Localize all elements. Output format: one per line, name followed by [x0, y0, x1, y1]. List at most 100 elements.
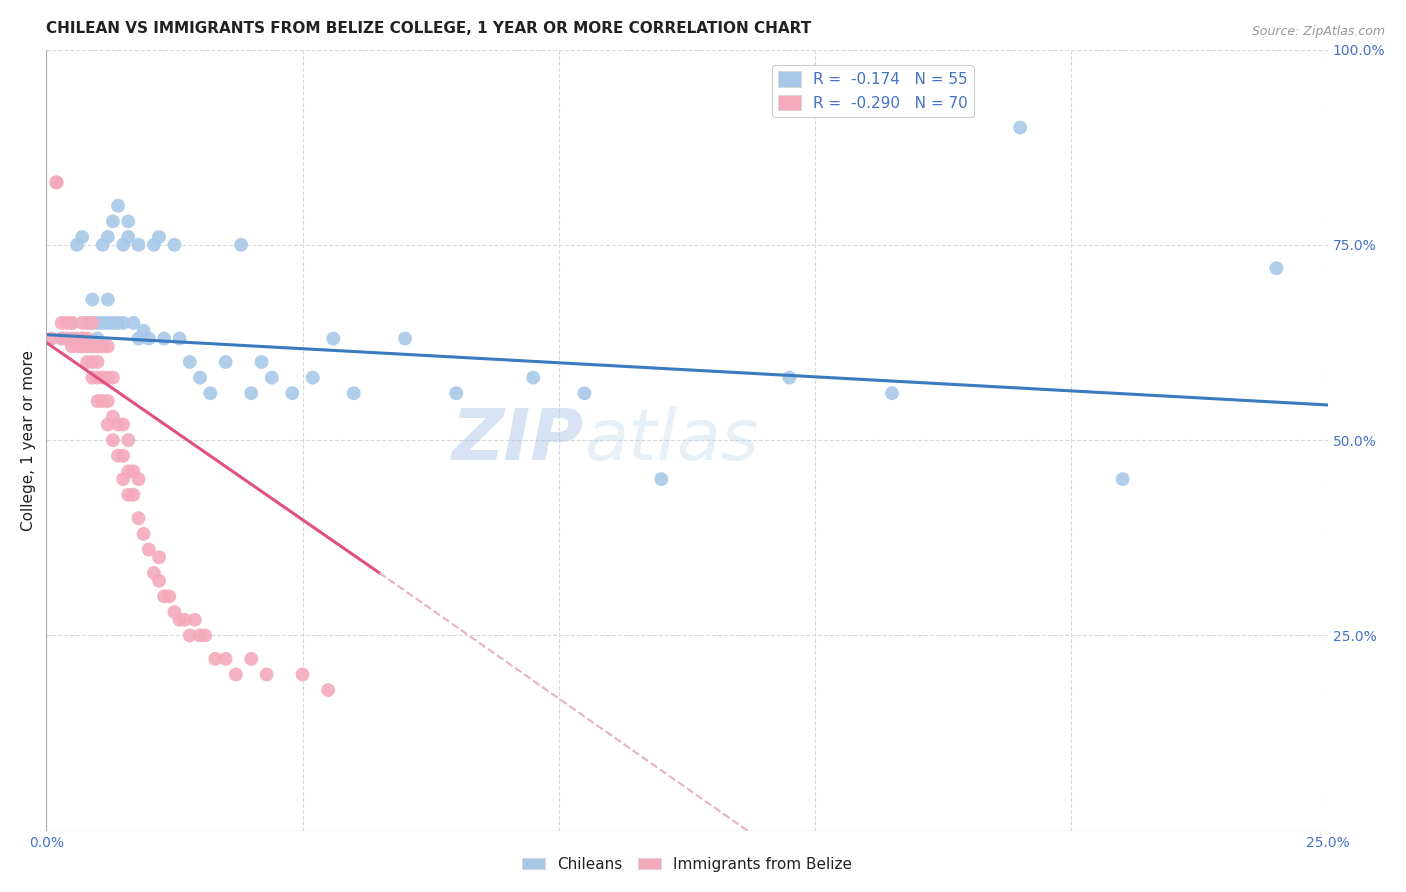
Point	[76, 332, 98, 346]
Point	[194, 628, 217, 642]
Point	[240, 386, 263, 401]
Point	[142, 237, 165, 252]
Point	[70, 316, 93, 330]
Point	[91, 237, 114, 252]
Point	[101, 370, 124, 384]
Point	[101, 433, 124, 447]
Point	[163, 605, 186, 619]
Point	[60, 332, 83, 346]
Point	[153, 332, 176, 346]
Point	[112, 237, 135, 252]
Point	[41, 332, 63, 346]
Point	[117, 488, 139, 502]
Point	[301, 370, 323, 384]
Point	[256, 667, 278, 681]
Point	[880, 386, 903, 401]
Point	[66, 237, 89, 252]
Point	[51, 316, 73, 330]
Point	[82, 316, 104, 330]
Point	[70, 339, 93, 353]
Point	[60, 339, 83, 353]
Point	[66, 332, 89, 346]
Text: CHILEAN VS IMMIGRANTS FROM BELIZE COLLEGE, 1 YEAR OR MORE CORRELATION CHART: CHILEAN VS IMMIGRANTS FROM BELIZE COLLEG…	[46, 21, 811, 36]
Point	[76, 339, 98, 353]
Point	[86, 339, 108, 353]
Point	[229, 237, 252, 252]
Point	[60, 316, 83, 330]
Point	[169, 613, 191, 627]
Point	[86, 316, 108, 330]
Point	[240, 652, 263, 666]
Point	[260, 370, 283, 384]
Text: Source: ZipAtlas.com: Source: ZipAtlas.com	[1251, 25, 1385, 38]
Point	[128, 237, 150, 252]
Point	[132, 324, 155, 338]
Point	[138, 332, 160, 346]
Point	[86, 355, 108, 369]
Point	[132, 526, 155, 541]
Point	[169, 332, 191, 346]
Point	[163, 237, 186, 252]
Point	[1010, 120, 1032, 135]
Point	[76, 316, 98, 330]
Point	[650, 472, 672, 486]
Point	[281, 386, 304, 401]
Point	[107, 316, 129, 330]
Point	[148, 230, 170, 244]
Point	[70, 332, 93, 346]
Point	[138, 542, 160, 557]
Point	[574, 386, 596, 401]
Point	[214, 652, 236, 666]
Point	[184, 613, 207, 627]
Point	[45, 175, 67, 189]
Point	[70, 230, 93, 244]
Point	[86, 394, 108, 409]
Point	[322, 332, 344, 346]
Point	[55, 332, 77, 346]
Point	[112, 449, 135, 463]
Point	[97, 370, 120, 384]
Point	[107, 417, 129, 432]
Point	[117, 433, 139, 447]
Point	[179, 355, 201, 369]
Point	[82, 355, 104, 369]
Point	[97, 394, 120, 409]
Point	[522, 370, 544, 384]
Point	[112, 417, 135, 432]
Point	[97, 293, 120, 307]
Point	[97, 316, 120, 330]
Y-axis label: College, 1 year or more: College, 1 year or more	[21, 350, 35, 531]
Point	[82, 370, 104, 384]
Point	[91, 339, 114, 353]
Point	[117, 214, 139, 228]
Point	[101, 316, 124, 330]
Point	[101, 409, 124, 424]
Point	[291, 667, 314, 681]
Point	[128, 472, 150, 486]
Point	[82, 293, 104, 307]
Point	[112, 472, 135, 486]
Point	[97, 417, 120, 432]
Point	[122, 488, 145, 502]
Point	[86, 370, 108, 384]
Point	[128, 511, 150, 525]
Point	[91, 394, 114, 409]
Point	[122, 316, 145, 330]
Point	[1265, 261, 1288, 276]
Point	[1111, 472, 1133, 486]
Point	[97, 230, 120, 244]
Point	[76, 316, 98, 330]
Point	[316, 683, 339, 698]
Point	[128, 332, 150, 346]
Point	[343, 386, 366, 401]
Text: atlas: atlas	[585, 406, 759, 475]
Point	[394, 332, 416, 346]
Point	[153, 590, 176, 604]
Point	[214, 355, 236, 369]
Point	[204, 652, 226, 666]
Point	[107, 449, 129, 463]
Point	[779, 370, 801, 384]
Point	[446, 386, 468, 401]
Point	[107, 199, 129, 213]
Point	[179, 628, 201, 642]
